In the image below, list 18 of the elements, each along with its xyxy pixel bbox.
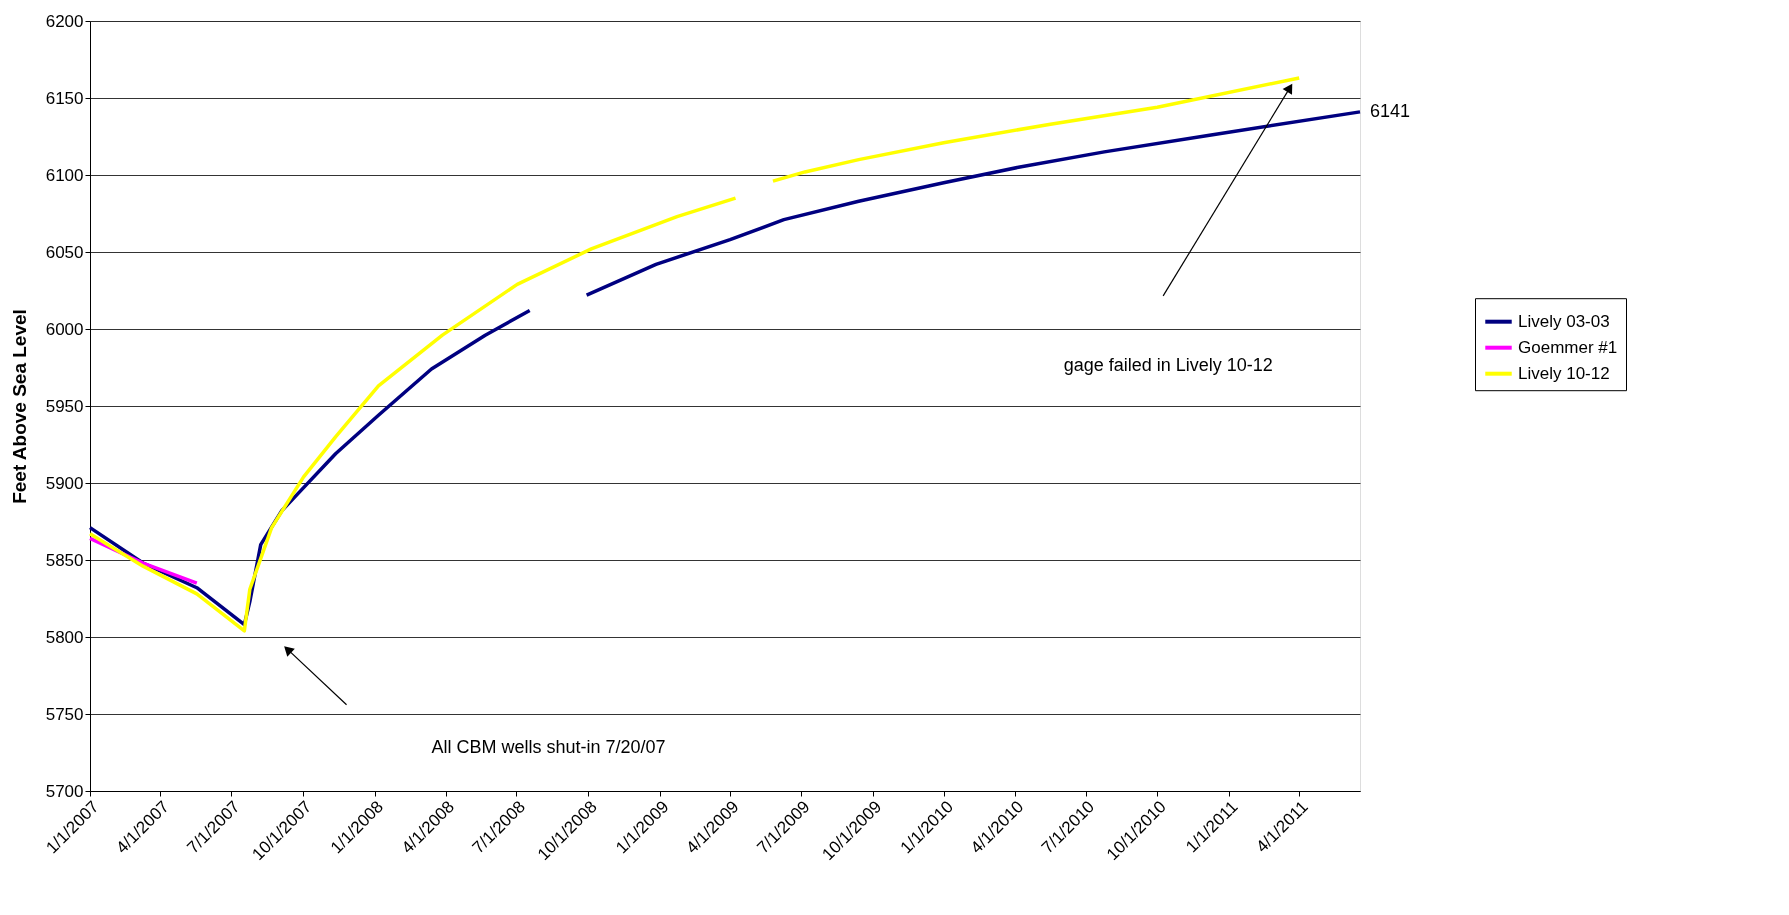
- y-tick-label: 6050: [45, 242, 84, 262]
- y-tick-label: 6200: [45, 11, 84, 31]
- y-tick-label: 5950: [45, 396, 84, 416]
- y-tick-label: 6100: [45, 165, 84, 185]
- legend-label: Lively 03-03: [1518, 311, 1610, 331]
- annotation: All CBM wells shut-in 7/20/07: [431, 736, 666, 757]
- y-tick-label: 5700: [45, 781, 84, 801]
- y-tick-label: 5850: [45, 550, 84, 570]
- y-tick-label: 5800: [45, 627, 84, 647]
- annotation: gage failed in Lively 10-12: [1063, 354, 1273, 375]
- legend-label: Goemmer #1: [1518, 337, 1618, 357]
- legend-label: Lively 10-12: [1518, 363, 1610, 383]
- y-tick-label: 6150: [45, 88, 84, 108]
- annotation: 6141: [1370, 100, 1411, 121]
- y-axis-title: Feet Above Sea Level: [8, 309, 30, 504]
- y-tick-label: 5900: [45, 473, 84, 493]
- y-tick-label: 6000: [45, 319, 84, 339]
- y-tick-label: 5750: [45, 704, 84, 724]
